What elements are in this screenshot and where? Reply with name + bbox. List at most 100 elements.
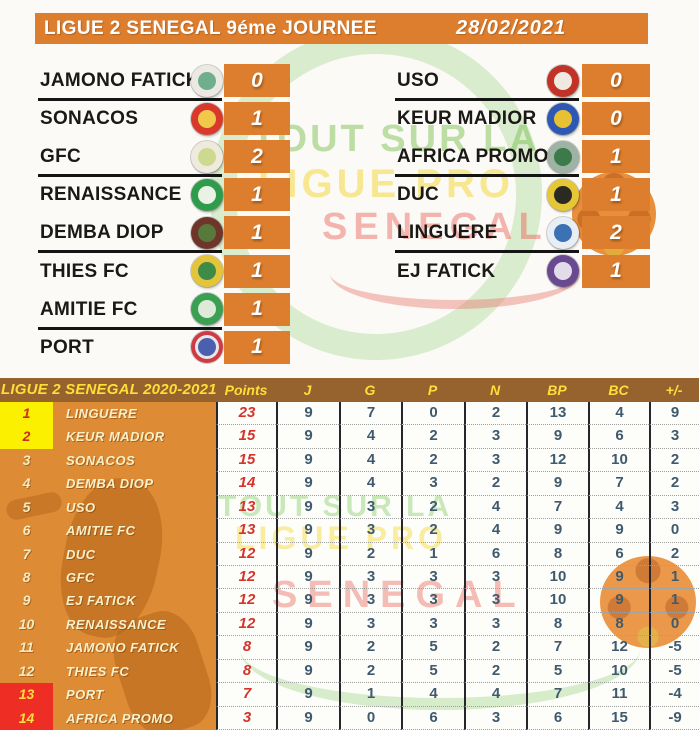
rank-cell: 12	[18, 662, 35, 679]
points-value: 15	[216, 425, 276, 449]
stat-value: 9	[276, 425, 339, 449]
stat-value: 3	[339, 589, 401, 613]
standings-row: 1 LINGUERE 23 9 7 0 2 13 4 9	[0, 402, 699, 426]
stat-value: 3	[401, 566, 464, 590]
rank-cell: 1	[0, 402, 53, 426]
stat-value: 3	[401, 589, 464, 613]
standings-header-row: LIGUE 2 SENEGAL 2020-2021 Points J G P N BP BC…	[0, 378, 699, 402]
stat-value: 2	[649, 472, 699, 496]
team-name: JAMONO FATICK	[66, 640, 180, 656]
column-header: Points	[224, 382, 268, 398]
team-badge-icon	[547, 178, 579, 211]
stat-value: 12	[526, 448, 588, 473]
stat-value: 2	[339, 636, 401, 660]
team-name: GFC	[40, 146, 82, 168]
stat-value: -4	[649, 683, 699, 707]
stat-value: 4	[588, 402, 649, 426]
stat-value: 8	[588, 612, 649, 637]
score-box: 2	[224, 140, 290, 174]
team-badge-inner	[198, 338, 216, 357]
team-name: PORT	[40, 336, 94, 358]
stat-value: 10	[588, 659, 649, 684]
standings-row: 5 USO 13 9 3 2 4 7 4 3	[0, 495, 699, 520]
team-badge-inner	[198, 223, 216, 242]
stat-value: 2	[401, 519, 464, 543]
match-separator-line	[38, 326, 222, 330]
stat-value: 9	[276, 402, 339, 426]
points-value: 8	[216, 659, 276, 684]
team-name: DUC	[397, 184, 440, 206]
points-value: 8	[216, 636, 276, 660]
team-name: AMITIE FC	[66, 523, 136, 539]
stat-value: 2	[464, 636, 526, 660]
stat-value: 9	[588, 589, 649, 613]
stat-value: 2	[339, 542, 401, 566]
rank-cell: 6	[22, 522, 31, 539]
stat-value: 0	[401, 402, 464, 426]
team-name: JAMONO FATICK	[40, 70, 200, 91]
team-badge-inner	[198, 300, 216, 319]
stat-value: 9	[276, 636, 339, 660]
team-name: AFRICA PROMO	[66, 710, 174, 726]
team-badge-inner	[554, 109, 572, 128]
team-name: EJ FATICK	[66, 593, 136, 609]
standings-row: 2 KEUR MADIOR 15 9 4 2 3 9 6 3	[0, 425, 699, 449]
stat-value: 4	[464, 495, 526, 520]
matchday-results-section: TOUT SUR LA LIGUE PRO SENEGAL LIGUE 2 SE…	[35, 13, 656, 364]
stat-value: 9	[276, 683, 339, 707]
stat-value: 7	[339, 402, 401, 426]
score-box: 0	[224, 64, 290, 97]
points-value: 3	[216, 706, 276, 730]
team-badge-icon	[547, 102, 579, 135]
team-name: SONACOS	[40, 108, 139, 130]
rank-cell: 2	[0, 425, 53, 449]
stat-value: 3	[464, 612, 526, 637]
team-name: USO	[397, 70, 440, 91]
team-badge-icon	[191, 140, 223, 173]
standings-row: 6 AMITIE FC 13 9 3 2 4 9 9 0	[0, 519, 699, 543]
points-value: 15	[216, 448, 276, 473]
score-box: 1	[224, 102, 290, 136]
stat-value: 4	[464, 519, 526, 543]
score-box: 1	[224, 216, 290, 250]
stat-value: 9	[276, 706, 339, 730]
score-box: 0	[582, 64, 650, 97]
stat-value: 3	[464, 425, 526, 449]
stat-value: 1	[339, 683, 401, 707]
match-separator-line	[38, 250, 222, 254]
stat-value: 1	[649, 566, 699, 590]
points-value: 12	[216, 542, 276, 566]
rank-cell: 7	[22, 545, 31, 562]
team-badge-icon	[191, 64, 223, 97]
stat-value: 9	[526, 425, 588, 449]
points-value: 7	[216, 683, 276, 707]
points-value: 13	[216, 519, 276, 543]
stat-value: 2	[649, 448, 699, 473]
match-separator-line	[38, 98, 222, 101]
team-name: USO	[66, 499, 96, 515]
stat-value: 4	[339, 472, 401, 496]
team-badge-icon	[547, 255, 579, 287]
stat-value: -5	[649, 636, 699, 660]
standings-row: 13 PORT 7 9 1 4 4 7 11 -4	[0, 683, 699, 707]
points-value: 12	[216, 566, 276, 590]
stat-value: -5	[649, 659, 699, 684]
stat-value: 3	[464, 566, 526, 590]
stat-value: 10	[526, 589, 588, 613]
column-header: P	[427, 382, 438, 398]
match-separator-line	[395, 174, 579, 178]
stat-value: 9	[276, 566, 339, 590]
team-badge-icon	[191, 255, 223, 287]
standings-row: 12 THIES FC 8 9 2 5 2 5 10 -5	[0, 659, 699, 684]
rank-cell: 8	[22, 569, 31, 585]
team-name: AMITIE FC	[40, 298, 138, 320]
stat-value: 15	[588, 706, 649, 730]
standings-column-headers: Points J G P N BP BC +/-	[216, 378, 699, 402]
stat-value: 3	[401, 472, 464, 496]
standings-row: 7 DUC 12 9 2 1 6 8 6 2	[0, 542, 699, 566]
stat-value: 9	[526, 519, 588, 543]
stat-value: 2	[464, 659, 526, 684]
team-badge-inner	[554, 71, 572, 90]
stat-value: 5	[401, 636, 464, 660]
team-badge-icon	[547, 216, 579, 249]
